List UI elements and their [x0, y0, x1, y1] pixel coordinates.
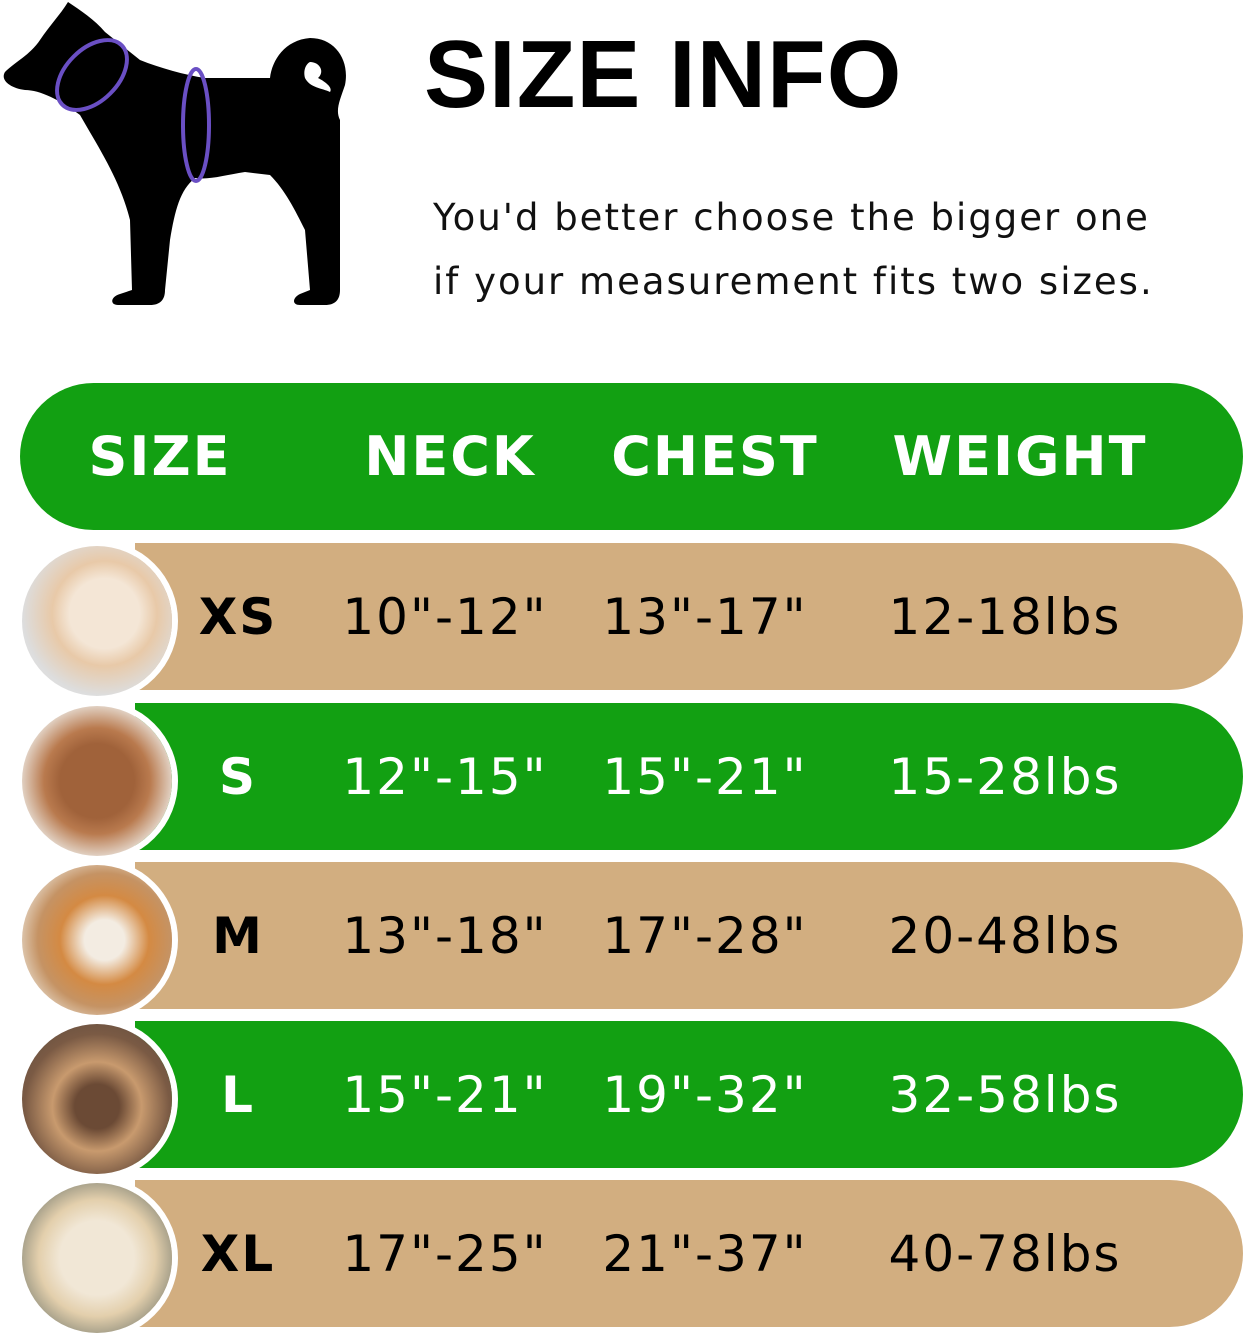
header-weight: WEIGHT	[892, 425, 1148, 488]
row-weight: 12-18lbs	[888, 587, 1122, 646]
table-row: XL 17"-25" 21"-37" 40-78lbs	[0, 1177, 1249, 1339]
chest-ring-icon	[181, 67, 211, 183]
row-weight: 32-58lbs	[888, 1065, 1122, 1124]
row-neck: 13"-18"	[342, 906, 548, 965]
row-neck: 12"-15"	[342, 747, 548, 806]
header-size: SIZE	[88, 425, 232, 488]
row-size: L	[221, 1065, 255, 1124]
row-weight: 20-48lbs	[888, 906, 1122, 965]
row-band	[135, 543, 1243, 690]
row-chest: 15"-21"	[602, 747, 808, 806]
neck-ring-icon	[55, 38, 129, 112]
tail-curl	[304, 62, 331, 92]
header-neck: NECK	[364, 425, 536, 488]
shiba-inu-photo	[16, 859, 178, 1021]
sizing-note-line-1: You'd better choose the bigger one	[433, 196, 1150, 239]
row-neck: 17"-25"	[342, 1224, 548, 1283]
table-header: SIZE NECK CHEST WEIGHT	[20, 383, 1243, 530]
row-size: XS	[198, 587, 278, 646]
row-size: S	[218, 747, 257, 806]
row-size: M	[212, 906, 264, 965]
table-row: M 13"-18" 17"-28" 20-48lbs	[0, 859, 1249, 1021]
labrador-photo	[16, 1177, 178, 1339]
row-band	[135, 862, 1243, 1009]
french-bulldog-photo	[16, 1018, 178, 1180]
row-weight: 15-28lbs	[888, 747, 1122, 806]
header-chest: CHEST	[611, 425, 819, 488]
dog-measurement-illustration	[3, 2, 346, 305]
sizing-note-line-2: if your measurement fits two sizes.	[433, 260, 1154, 303]
sizing-note: You'd better choose the bigger one if yo…	[433, 186, 1154, 314]
row-size: XL	[200, 1224, 276, 1283]
pomeranian-photo	[16, 540, 178, 702]
row-chest: 21"-37"	[602, 1224, 808, 1283]
poodle-photo	[16, 700, 178, 862]
table-row: XS 10"-12" 13"-17" 12-18lbs	[0, 540, 1249, 702]
row-chest: 19"-32"	[602, 1065, 808, 1124]
table-row: L 15"-21" 19"-32" 32-58lbs	[0, 1018, 1249, 1180]
row-weight: 40-78lbs	[888, 1224, 1122, 1283]
row-chest: 13"-17"	[602, 587, 808, 646]
row-band	[135, 1021, 1243, 1168]
row-neck: 15"-21"	[342, 1065, 548, 1124]
row-band	[135, 1180, 1243, 1327]
page-title: SIZE INFO	[424, 21, 903, 128]
dog-silhouette	[3, 2, 346, 305]
row-band	[135, 703, 1243, 850]
row-neck: 10"-12"	[342, 587, 548, 646]
table-row: S 12"-15" 15"-21" 15-28lbs	[0, 700, 1249, 862]
row-chest: 17"-28"	[602, 906, 808, 965]
